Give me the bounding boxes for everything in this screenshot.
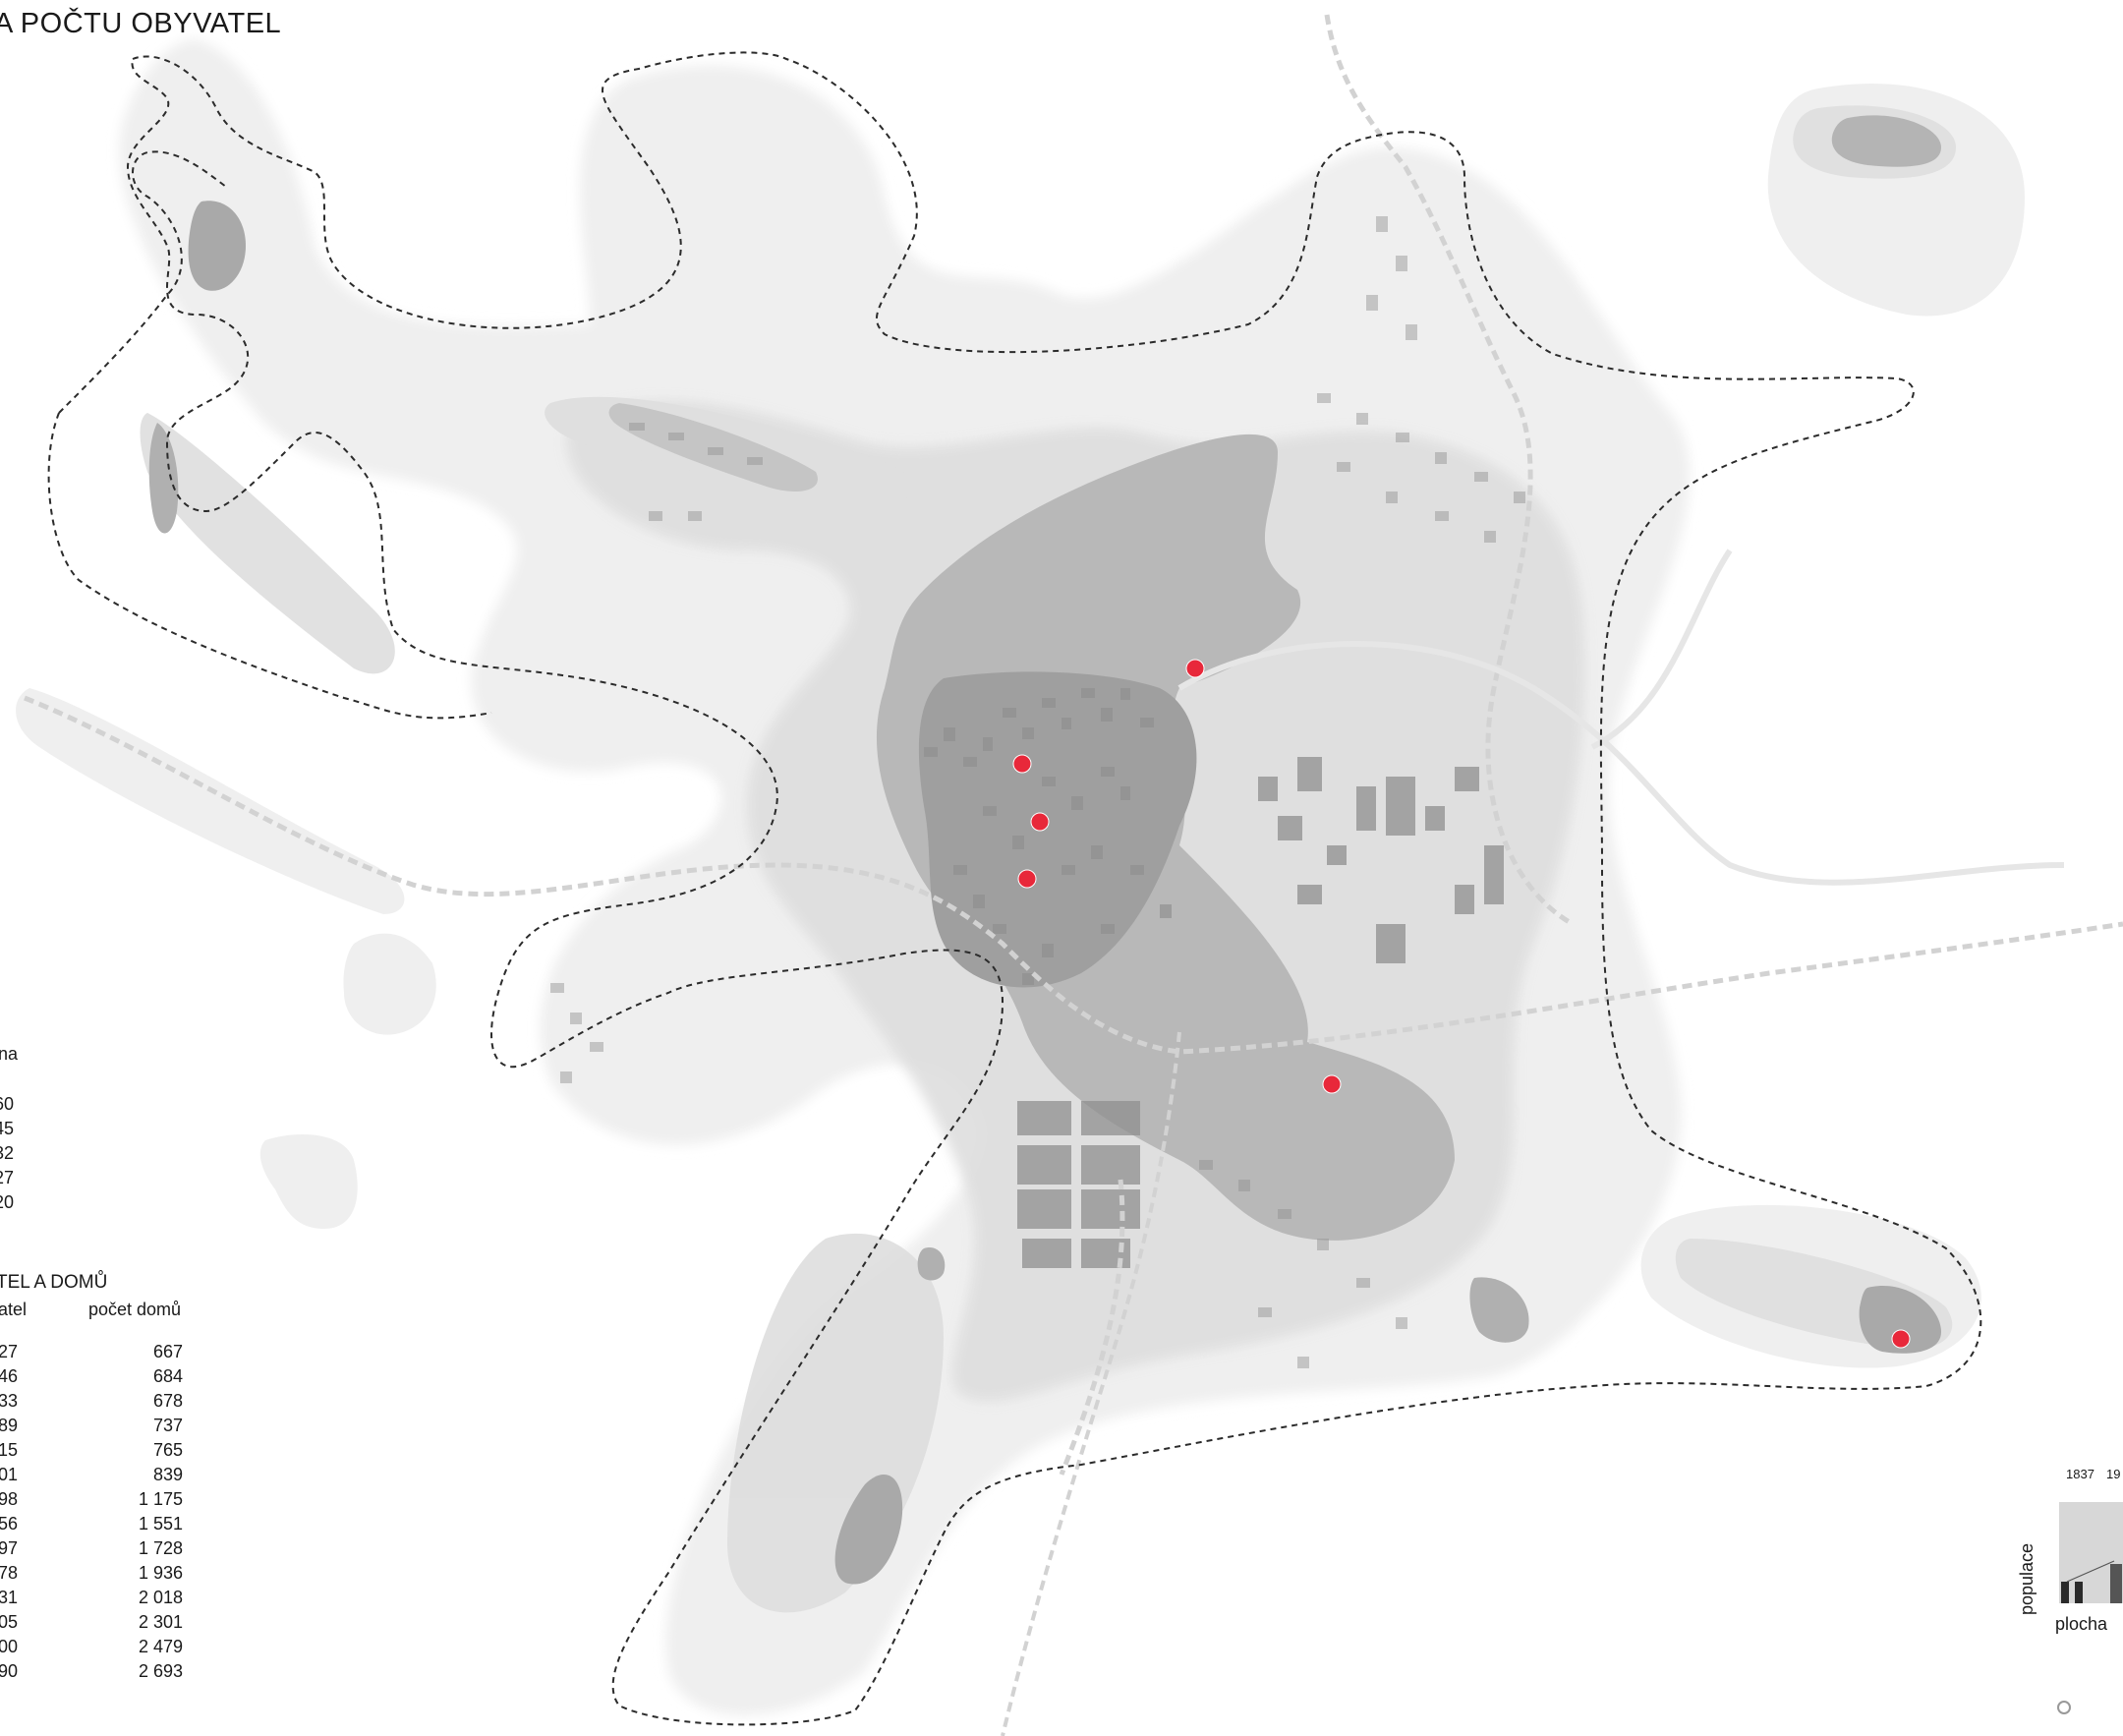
mini-chart-x-label: plocha	[2055, 1614, 2108, 1634]
area-legend-header: na	[0, 1044, 19, 1064]
houses-value: 2 018	[138, 1588, 183, 1607]
houses-value: 765	[152, 1440, 183, 1460]
marker-1[interactable]	[1185, 659, 1205, 678]
population-value: 46	[0, 1366, 19, 1386]
houses-value: 1 728	[138, 1538, 183, 1558]
houses-value: 2 693	[138, 1661, 183, 1681]
mini-chart-trend	[2066, 1560, 2115, 1583]
population-value: 78	[0, 1563, 19, 1583]
population-value: 98	[0, 1489, 19, 1509]
map-title: A POČTU OBYVATEL	[0, 8, 282, 39]
mini-chart-y-label: populace	[2017, 1542, 2037, 1616]
houses-value: 2 479	[138, 1637, 183, 1656]
marker-6[interactable]	[1891, 1329, 1911, 1349]
area-legend-value: 45	[0, 1119, 15, 1138]
area-legend-value: 27	[0, 1168, 15, 1187]
houses-value: 678	[152, 1391, 183, 1411]
houses-value: 2 301	[138, 1612, 183, 1632]
column-header-houses: počet domů	[88, 1300, 182, 1319]
area-legend-value: 60	[0, 1094, 15, 1114]
population-value: 15	[0, 1440, 19, 1460]
population-table-title: TEL A DOMŮ	[0, 1272, 108, 1293]
population-value: 00	[0, 1637, 19, 1656]
houses-value: 737	[152, 1416, 183, 1435]
marker-4[interactable]	[1017, 869, 1037, 889]
population-value: 27	[0, 1342, 19, 1361]
city-boundary	[47, 51, 1982, 1726]
area-legend-value: 20	[0, 1192, 15, 1212]
population-value: 33	[0, 1391, 19, 1411]
population-value: 89	[0, 1416, 19, 1435]
column-header-population: atel	[0, 1300, 28, 1319]
population-value: 56	[0, 1514, 19, 1533]
markers	[1012, 659, 1911, 1349]
population-value: 90	[0, 1661, 19, 1681]
river-line	[1177, 549, 2065, 886]
railway-lines	[24, 14, 2123, 1736]
compass-icon	[2057, 1701, 2071, 1714]
marker-3[interactable]	[1030, 812, 1050, 832]
population-value: 05	[0, 1612, 19, 1632]
area-legend-value: 32	[0, 1143, 15, 1163]
population-value: 31	[0, 1588, 19, 1607]
mini-chart-bar	[2110, 1564, 2122, 1603]
population-value: 97	[0, 1538, 19, 1558]
marker-2[interactable]	[1012, 754, 1032, 774]
houses-value: 1 175	[138, 1489, 183, 1509]
mini-chart-year: 19	[2106, 1467, 2121, 1481]
marker-5[interactable]	[1322, 1074, 1342, 1094]
houses-value: 667	[152, 1342, 183, 1361]
population-value: 01	[0, 1465, 19, 1484]
mini-chart-plot	[2059, 1502, 2123, 1603]
houses-value: 1 936	[138, 1563, 183, 1583]
building-blocks	[550, 216, 1525, 1368]
houses-value: 1 551	[138, 1514, 183, 1533]
mini-chart-bar	[2075, 1582, 2083, 1603]
mini-chart-bar	[2061, 1582, 2069, 1603]
houses-value: 684	[152, 1366, 183, 1386]
houses-value: 839	[152, 1465, 183, 1484]
mini-chart-year: 1837	[2066, 1467, 2094, 1481]
